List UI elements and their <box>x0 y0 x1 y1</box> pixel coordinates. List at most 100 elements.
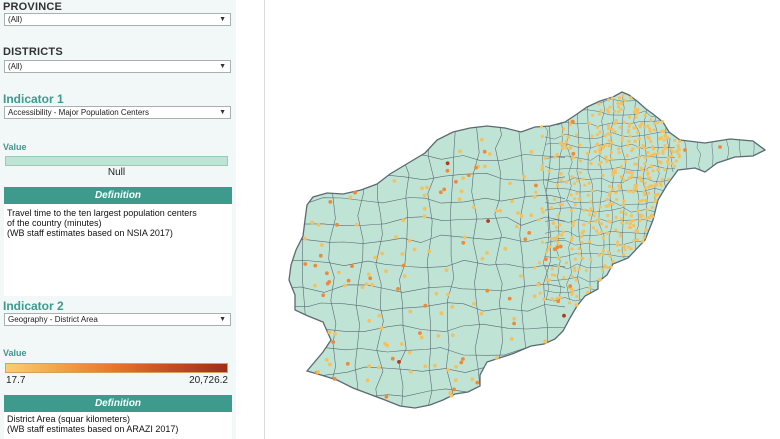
district-marker[interactable] <box>471 205 476 210</box>
district-marker[interactable] <box>580 231 584 235</box>
district-marker[interactable] <box>303 262 308 266</box>
district-marker[interactable] <box>392 179 397 183</box>
district-marker[interactable] <box>360 285 365 290</box>
district-marker[interactable] <box>595 229 599 233</box>
district-marker[interactable] <box>427 249 432 254</box>
district-marker[interactable] <box>607 139 611 143</box>
district-marker[interactable] <box>649 139 653 144</box>
district-marker[interactable] <box>570 175 574 179</box>
district-marker[interactable] <box>638 124 642 128</box>
district-marker[interactable] <box>474 165 478 170</box>
district-marker[interactable] <box>597 148 602 152</box>
district-marker[interactable] <box>629 96 633 100</box>
district-marker[interactable] <box>331 340 336 344</box>
district-marker[interactable] <box>353 190 357 195</box>
district-marker[interactable] <box>662 129 666 133</box>
district-marker[interactable] <box>579 235 583 239</box>
district-marker[interactable] <box>548 245 552 249</box>
district-marker[interactable] <box>512 321 516 326</box>
district-marker[interactable] <box>560 233 564 237</box>
district-marker[interactable] <box>572 266 576 270</box>
district-marker[interactable] <box>614 215 618 219</box>
district-marker[interactable] <box>611 260 615 264</box>
district-marker[interactable] <box>444 268 449 273</box>
district-marker[interactable] <box>494 356 499 360</box>
district-marker[interactable] <box>627 128 631 132</box>
district-marker[interactable] <box>556 265 561 269</box>
district-marker[interactable] <box>589 257 593 261</box>
district-marker[interactable] <box>663 134 667 138</box>
district-marker[interactable] <box>534 190 538 194</box>
district-marker[interactable] <box>470 377 475 382</box>
district-marker[interactable] <box>325 271 329 276</box>
district-marker[interactable] <box>540 134 544 138</box>
district-marker[interactable] <box>390 356 395 361</box>
district-marker[interactable] <box>631 219 635 223</box>
district-marker[interactable] <box>533 266 537 270</box>
district-marker[interactable] <box>529 150 534 154</box>
district-marker[interactable] <box>595 133 600 137</box>
district-marker[interactable] <box>332 377 337 381</box>
district-marker[interactable] <box>571 224 575 228</box>
district-marker[interactable] <box>399 342 404 346</box>
district-marker[interactable] <box>653 183 657 187</box>
district-marker[interactable] <box>556 235 560 239</box>
district-marker[interactable] <box>644 198 648 202</box>
district-marker[interactable] <box>593 210 597 214</box>
district-marker[interactable] <box>648 129 652 134</box>
district-marker[interactable] <box>327 280 332 284</box>
district-marker[interactable] <box>593 149 597 154</box>
district-marker[interactable] <box>396 287 400 291</box>
district-marker[interactable] <box>569 238 573 242</box>
district-marker[interactable] <box>606 213 610 218</box>
district-marker[interactable] <box>587 121 591 126</box>
district-marker[interactable] <box>587 220 591 225</box>
district-marker[interactable] <box>618 125 622 129</box>
district-marker[interactable] <box>669 147 673 151</box>
district-marker[interactable] <box>653 152 657 156</box>
district-marker[interactable] <box>630 174 634 178</box>
district-marker[interactable] <box>408 309 413 314</box>
district-marker[interactable] <box>591 113 595 117</box>
district-marker[interactable] <box>553 155 557 159</box>
district-marker[interactable] <box>553 273 557 277</box>
district-marker[interactable] <box>619 175 623 179</box>
district-marker[interactable] <box>445 168 450 173</box>
district-marker[interactable] <box>573 203 577 207</box>
district-marker[interactable] <box>333 332 337 336</box>
district-marker[interactable] <box>628 134 632 138</box>
district-marker[interactable] <box>606 132 610 136</box>
district-marker[interactable] <box>564 140 568 144</box>
district-marker[interactable] <box>303 236 307 241</box>
district-marker[interactable] <box>625 154 629 158</box>
district-marker[interactable] <box>556 214 560 218</box>
district-marker[interactable] <box>547 169 551 173</box>
district-marker[interactable] <box>598 278 602 282</box>
district-marker[interactable] <box>574 278 578 282</box>
district-marker[interactable] <box>586 290 590 294</box>
district-marker[interactable] <box>643 181 647 185</box>
district-marker[interactable] <box>636 130 640 134</box>
district-marker[interactable] <box>599 160 603 164</box>
district-marker[interactable] <box>646 150 650 155</box>
district-marker[interactable] <box>653 194 657 198</box>
district-marker[interactable] <box>558 296 562 300</box>
district-marker[interactable] <box>571 155 576 160</box>
district-marker[interactable] <box>516 211 520 215</box>
district-marker[interactable] <box>633 139 637 143</box>
district-marker[interactable] <box>379 326 384 331</box>
district-marker[interactable] <box>624 212 628 216</box>
district-marker[interactable] <box>620 135 625 139</box>
district-marker[interactable] <box>604 225 608 229</box>
district-marker[interactable] <box>656 151 660 155</box>
district-marker[interactable] <box>605 197 609 202</box>
district-marker[interactable] <box>597 112 601 116</box>
district-marker[interactable] <box>615 243 619 247</box>
district-marker[interactable] <box>580 240 584 245</box>
district-marker[interactable] <box>622 120 627 124</box>
district-marker[interactable] <box>611 173 615 177</box>
district-marker[interactable] <box>376 365 381 370</box>
district-marker[interactable] <box>603 134 607 138</box>
district-marker[interactable] <box>647 185 651 189</box>
district-marker[interactable] <box>556 183 560 187</box>
